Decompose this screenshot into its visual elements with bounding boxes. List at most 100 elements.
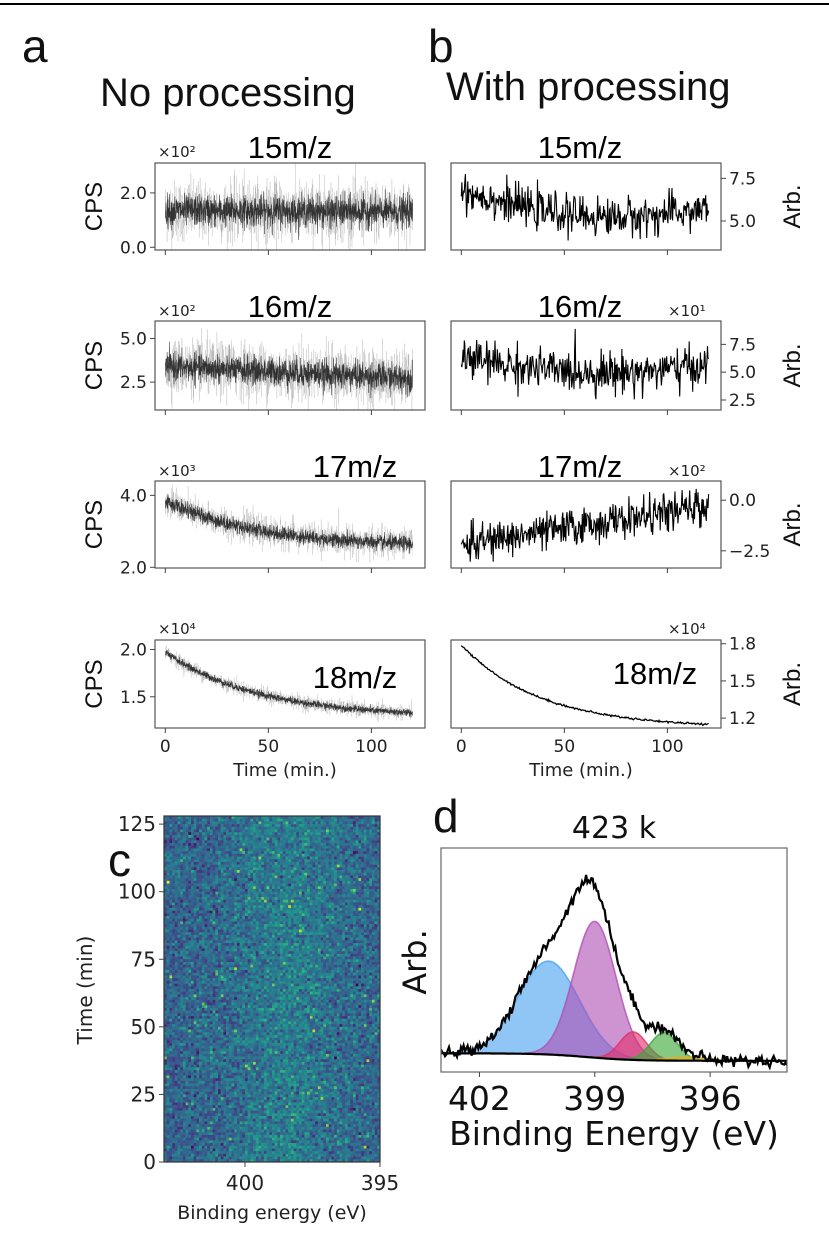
heatmap-cell <box>228 834 232 838</box>
heatmap-cell <box>309 907 313 911</box>
heatmap-cell <box>201 934 205 938</box>
heatmap-cell <box>353 953 356 957</box>
heatmap-cell <box>253 818 257 822</box>
heatmap-cell <box>342 937 346 941</box>
heatmap-cell <box>363 829 367 833</box>
heatmap-cell <box>339 926 343 930</box>
heatmap-cell <box>196 821 200 825</box>
heatmap-cell <box>258 824 262 828</box>
heatmap-cell <box>323 934 327 938</box>
heatmap-cell <box>169 945 173 949</box>
heatmap-cell <box>218 978 221 982</box>
heatmap-cell <box>239 848 243 852</box>
heatmap-cell <box>247 959 251 963</box>
heatmap-cell <box>164 897 167 901</box>
heatmap-cell <box>371 845 375 849</box>
heatmap-cell <box>182 907 186 911</box>
heatmap-cell <box>182 899 186 903</box>
heatmap-cell <box>164 826 167 830</box>
heatmap-cell <box>164 978 167 982</box>
heatmap-cell <box>353 937 356 941</box>
heatmap-cell <box>366 861 370 865</box>
heatmap-cell <box>320 878 324 882</box>
heatmap-cell <box>164 913 167 917</box>
heatmap-cell <box>350 891 354 895</box>
heatmap-cell <box>266 961 270 965</box>
heatmap-cell <box>272 899 275 903</box>
heatmap-cell <box>215 864 219 868</box>
heatmap-cell <box>299 926 302 930</box>
heatmap-cell <box>366 891 370 895</box>
heatmap-cell <box>334 832 338 836</box>
heatmap-cell <box>199 872 203 876</box>
heatmap-cell <box>191 940 194 944</box>
heatmap-cell <box>363 826 367 830</box>
heatmap-cell <box>315 959 319 963</box>
heatmap-cell <box>315 891 319 895</box>
heatmap-cell <box>296 910 300 914</box>
heatmap-cell <box>285 959 289 963</box>
heatmap-cell <box>342 843 346 847</box>
heatmap-cell <box>344 867 348 871</box>
heatmap-cell <box>250 978 254 982</box>
heatmap-cell <box>301 905 305 909</box>
heatmap-cell <box>169 907 173 911</box>
heatmap-cell <box>369 886 373 890</box>
heatmap-cell <box>263 951 267 955</box>
heatmap-cell <box>309 913 313 917</box>
heatmap-cell <box>288 913 292 917</box>
heatmap-cell <box>269 888 273 892</box>
heatmap-cell <box>355 816 359 819</box>
heatmap-cell <box>301 975 305 979</box>
heatmap-cell <box>293 851 297 855</box>
heatmap-cell <box>226 951 230 955</box>
heatmap-cell <box>290 913 294 917</box>
heatmap-cell <box>204 880 208 884</box>
heatmap-cell <box>174 891 178 895</box>
heatmap-cell <box>263 970 267 974</box>
heatmap-cell <box>177 975 181 979</box>
heatmap-cell <box>255 861 259 865</box>
heatmap-cell <box>369 972 373 976</box>
heatmap-cell <box>182 837 186 841</box>
heatmap-cell <box>220 853 224 857</box>
heatmap-cell <box>204 837 208 841</box>
heatmap-cell <box>242 948 246 952</box>
heatmap-cell <box>377 818 381 822</box>
heatmap-cell <box>312 864 316 868</box>
heatmap-cell <box>323 932 327 936</box>
heatmap-cell <box>331 834 335 838</box>
heatmap-cell <box>309 870 313 874</box>
heatmap-cell <box>169 964 173 968</box>
heatmap-cell <box>374 943 378 947</box>
heatmap-cell <box>282 956 286 960</box>
heatmap-cell <box>361 902 365 906</box>
heatmap-cell <box>307 921 311 925</box>
heatmap-cell <box>307 953 311 957</box>
heatmap-cell <box>209 821 213 825</box>
heatmap-cell <box>199 837 203 841</box>
heatmap-cell <box>245 875 248 879</box>
heatmap-cell <box>299 829 302 833</box>
heatmap-cell <box>226 948 230 952</box>
heatmap-cell <box>363 940 367 944</box>
heatmap-cell <box>223 840 227 844</box>
heatmap-cell <box>250 848 254 852</box>
heatmap-cell <box>288 818 292 822</box>
heatmap-cell <box>174 913 178 917</box>
heatmap-cell <box>377 959 381 963</box>
heatmap-cell <box>353 907 356 911</box>
heatmap-cell <box>196 840 200 844</box>
heatmap-cell <box>236 932 240 936</box>
heatmap-cell <box>280 956 284 960</box>
heatmap-cell <box>261 921 265 925</box>
heatmap-cell <box>255 932 259 936</box>
heatmap-cell <box>218 878 221 882</box>
heatmap-cell <box>355 894 359 898</box>
heatmap-cell <box>228 918 232 922</box>
heatmap-cell <box>331 975 335 979</box>
heatmap-cell <box>274 937 278 941</box>
heatmap-cell <box>228 821 232 825</box>
heatmap-cell <box>290 937 294 941</box>
heatmap-cell <box>369 907 373 911</box>
